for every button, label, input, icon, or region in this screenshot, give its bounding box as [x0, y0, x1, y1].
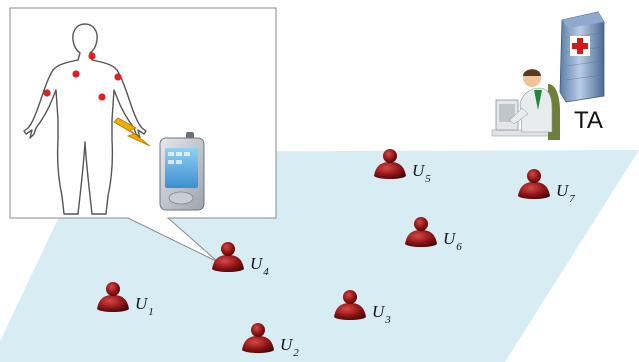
user-u6: U6	[405, 217, 462, 253]
user-label-index: 5	[425, 173, 431, 185]
person-outline-icon	[23, 23, 147, 215]
user-label-letter: U	[372, 302, 386, 321]
sensor-dot	[88, 52, 96, 60]
user-icon	[405, 217, 437, 247]
user-u2: U2	[242, 323, 299, 359]
sensor-dot	[72, 70, 80, 78]
user-label-index: 2	[293, 347, 299, 359]
user-icon	[374, 149, 406, 179]
sensor-dot	[98, 93, 106, 101]
ta-label: TA	[574, 107, 603, 134]
sensor-dot	[43, 89, 51, 97]
user-label-letter: U	[280, 335, 294, 354]
user-label-letter: U	[443, 229, 457, 248]
user-u4: U4	[212, 242, 269, 278]
user-label-index: 7	[569, 193, 575, 205]
user-u5: U5	[374, 149, 431, 185]
user-icon	[334, 290, 366, 320]
user-label-letter: U	[135, 294, 149, 313]
user-label-index: 4	[263, 266, 269, 278]
user-icon	[518, 169, 550, 199]
user-u7: U7	[518, 169, 575, 205]
user-label-index: 6	[456, 241, 462, 253]
user-icon	[97, 282, 129, 312]
user-label: U5	[412, 161, 431, 185]
user-label: U2	[280, 335, 299, 359]
trusted-authority: TA	[491, 11, 605, 140]
user-label: U1	[135, 294, 154, 318]
operator-at-desk-icon	[491, 69, 560, 140]
user-label-index: 1	[148, 306, 154, 318]
lightning-icon	[113, 117, 151, 147]
user-label: U3	[372, 302, 391, 326]
smartphone-icon	[159, 132, 205, 211]
user-label: U4	[250, 254, 269, 278]
hospital-building-icon	[559, 11, 605, 103]
user-label: U7	[556, 181, 575, 205]
sensor-dot	[114, 73, 122, 81]
user-label-index: 3	[384, 314, 391, 326]
user-label-letter: U	[556, 181, 570, 200]
body-sensor-callout	[9, 7, 277, 263]
user-icon	[242, 323, 274, 353]
user-u3: U3	[334, 290, 391, 326]
user-label: U6	[443, 229, 462, 253]
user-label-letter: U	[412, 161, 426, 180]
user-u1: U1	[97, 282, 154, 318]
user-label-letter: U	[250, 254, 264, 273]
user-icon	[212, 242, 244, 272]
